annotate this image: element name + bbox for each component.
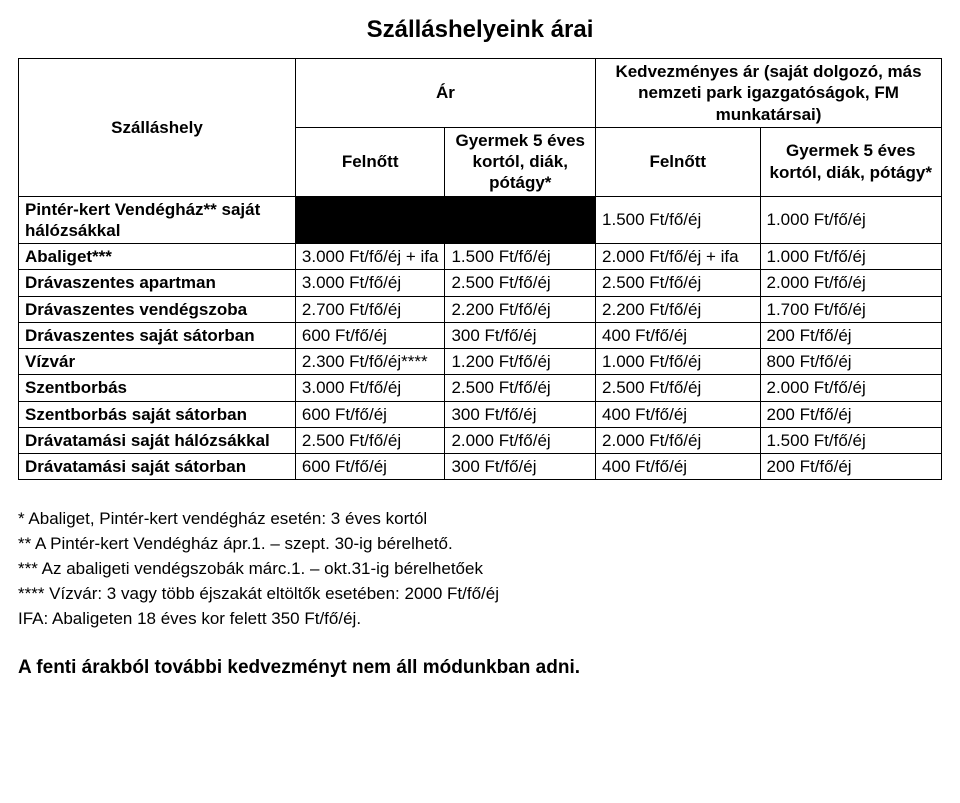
price-cell: 200 Ft/fő/éj	[760, 454, 942, 480]
table-row: Drávaszentes vendégszoba2.700 Ft/fő/éj2.…	[19, 296, 942, 322]
row-name: Drávatamási saját hálózsákkal	[19, 427, 296, 453]
price-cell: 1.000 Ft/fő/éj	[596, 349, 760, 375]
price-cell: 2.500 Ft/fő/éj	[596, 270, 760, 296]
row-name: Drávaszentes vendégszoba	[19, 296, 296, 322]
price-cell: 1.500 Ft/fő/éj	[760, 427, 942, 453]
price-cell: 2.200 Ft/fő/éj	[596, 296, 760, 322]
price-cell: 1.000 Ft/fő/éj	[760, 244, 942, 270]
price-cell: 2.200 Ft/fő/éj	[445, 296, 596, 322]
price-cell: 2.500 Ft/fő/éj	[596, 375, 760, 401]
price-cell: 2.300 Ft/fő/éj****	[295, 349, 445, 375]
price-cell: 1.500 Ft/fő/éj	[445, 244, 596, 270]
price-cell: 300 Ft/fő/éj	[445, 322, 596, 348]
price-cell: 2.000 Ft/fő/éj	[596, 427, 760, 453]
footnote-line: * Abaliget, Pintér-kert vendégház esetén…	[18, 508, 942, 531]
row-name: Drávaszentes saját sátorban	[19, 322, 296, 348]
price-cell: 3.000 Ft/fő/éj	[295, 270, 445, 296]
table-row: Drávaszentes apartman3.000 Ft/fő/éj2.500…	[19, 270, 942, 296]
black-cell	[295, 196, 595, 244]
price-cell: 1.500 Ft/fő/éj	[596, 196, 760, 244]
price-cell: 2.500 Ft/fő/éj	[295, 427, 445, 453]
price-table-head: Szálláshely Ár Kedvezményes ár (saját do…	[19, 59, 942, 197]
price-cell: 600 Ft/fő/éj	[295, 401, 445, 427]
row-name: Abaliget***	[19, 244, 296, 270]
price-cell: 400 Ft/fő/éj	[596, 401, 760, 427]
header-adult-a: Felnőtt	[295, 127, 445, 196]
price-cell: 200 Ft/fő/éj	[760, 401, 942, 427]
table-row: Szentborbás3.000 Ft/fő/éj2.500 Ft/fő/éj2…	[19, 375, 942, 401]
price-cell: 2.700 Ft/fő/éj	[295, 296, 445, 322]
table-row: Abaliget***3.000 Ft/fő/éj + ifa1.500 Ft/…	[19, 244, 942, 270]
price-cell: 1.200 Ft/fő/éj	[445, 349, 596, 375]
header-child-a: Gyermek 5 éves kortól, diák, pótágy*	[445, 127, 596, 196]
price-table-body: Pintér-kert Vendégház** saját hálózsákka…	[19, 196, 942, 480]
row-name: Szentborbás saját sátorban	[19, 401, 296, 427]
header-name: Szálláshely	[19, 59, 296, 197]
price-cell: 400 Ft/fő/éj	[596, 454, 760, 480]
price-cell: 200 Ft/fő/éj	[760, 322, 942, 348]
table-row: Drávaszentes saját sátorban600 Ft/fő/éj3…	[19, 322, 942, 348]
price-cell: 2.000 Ft/fő/éj	[760, 270, 942, 296]
price-cell: 300 Ft/fő/éj	[445, 454, 596, 480]
price-cell: 600 Ft/fő/éj	[295, 454, 445, 480]
row-name: Pintér-kert Vendégház** saját hálózsákka…	[19, 196, 296, 244]
price-cell: 2.000 Ft/fő/éj	[760, 375, 942, 401]
footnotes: * Abaliget, Pintér-kert vendégház esetén…	[18, 508, 942, 631]
row-name: Drávatamási saját sátorban	[19, 454, 296, 480]
price-cell: 2.500 Ft/fő/éj	[445, 375, 596, 401]
footnote-line: *** Az abaligeti vendégszobák márc.1. – …	[18, 558, 942, 581]
price-cell: 1.000 Ft/fő/éj	[760, 196, 942, 244]
header-group-b: Kedvezményes ár (saját dolgozó, más nemz…	[596, 59, 942, 128]
footnote-line: **** Vízvár: 3 vagy több éjszakát eltölt…	[18, 583, 942, 606]
header-child-b: Gyermek 5 éves kortól, diák, pótágy*	[760, 127, 942, 196]
price-cell: 300 Ft/fő/éj	[445, 401, 596, 427]
row-name: Vízvár	[19, 349, 296, 375]
price-cell: 800 Ft/fő/éj	[760, 349, 942, 375]
price-cell: 1.700 Ft/fő/éj	[760, 296, 942, 322]
table-row: Pintér-kert Vendégház** saját hálózsákka…	[19, 196, 942, 244]
table-row: Drávatamási saját hálózsákkal2.500 Ft/fő…	[19, 427, 942, 453]
page-root: Szálláshelyeink árai Szálláshely Ár Kedv…	[0, 0, 960, 719]
final-statement: A fenti árakból további kedvezményt nem …	[18, 657, 942, 679]
price-cell: 2.000 Ft/fő/éj	[445, 427, 596, 453]
price-cell: 2.500 Ft/fő/éj	[445, 270, 596, 296]
price-cell: 2.000 Ft/fő/éj + ifa	[596, 244, 760, 270]
row-name: Szentborbás	[19, 375, 296, 401]
price-cell: 400 Ft/fő/éj	[596, 322, 760, 348]
header-group-a: Ár	[295, 59, 595, 128]
page-title: Szálláshelyeink árai	[18, 16, 942, 44]
table-row: Szentborbás saját sátorban600 Ft/fő/éj30…	[19, 401, 942, 427]
row-name: Drávaszentes apartman	[19, 270, 296, 296]
price-cell: 3.000 Ft/fő/éj	[295, 375, 445, 401]
price-cell: 3.000 Ft/fő/éj + ifa	[295, 244, 445, 270]
header-adult-b: Felnőtt	[596, 127, 760, 196]
footnote-line: IFA: Abaligeten 18 éves kor felett 350 F…	[18, 608, 942, 631]
price-table: Szálláshely Ár Kedvezményes ár (saját do…	[18, 58, 942, 480]
price-cell: 600 Ft/fő/éj	[295, 322, 445, 348]
table-row: Vízvár2.300 Ft/fő/éj****1.200 Ft/fő/éj1.…	[19, 349, 942, 375]
table-row: Drávatamási saját sátorban600 Ft/fő/éj30…	[19, 454, 942, 480]
footnote-line: ** A Pintér-kert Vendégház ápr.1. – szep…	[18, 533, 942, 556]
